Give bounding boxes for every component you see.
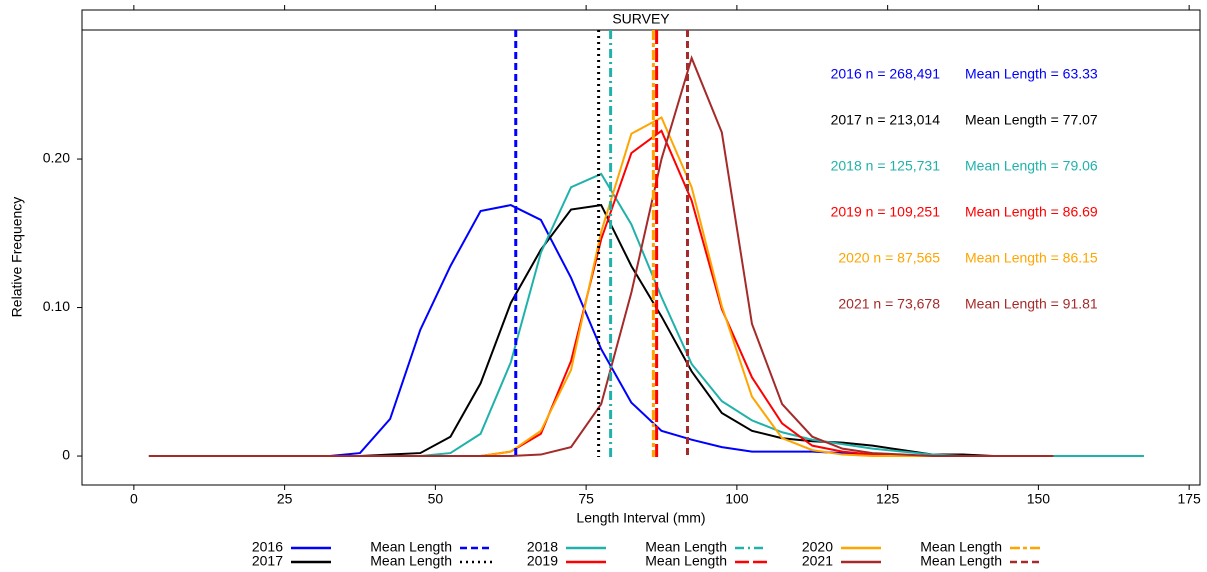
n-annotation: 2018 n = 125,731 <box>831 158 941 174</box>
y-tick-label: 0.10 <box>43 298 70 314</box>
mean-annotation: Mean Length = 63.33 <box>965 66 1098 82</box>
mean-annotation: Mean Length = 86.69 <box>965 204 1098 220</box>
legend-mean-label: Mean Length <box>645 539 727 555</box>
legend-label: 2021 <box>802 553 833 569</box>
legend-mean-label: Mean Length <box>920 553 1002 569</box>
x-tick-label: 0 <box>130 491 138 507</box>
legend-label: 2016 <box>252 539 283 555</box>
x-tick-label: 50 <box>428 491 444 507</box>
x-tick-label: 75 <box>578 491 594 507</box>
y-tick-label: 0.20 <box>43 150 70 166</box>
x-tick-label: 100 <box>725 491 749 507</box>
series-line <box>148 129 1054 458</box>
y-axis-title: Relative Frequency <box>9 197 25 318</box>
x-axis-title: Length Interval (mm) <box>576 510 705 526</box>
legend-label: 2020 <box>802 539 833 555</box>
series-line <box>148 55 1054 458</box>
mean-annotation: Mean Length = 91.81 <box>965 296 1098 312</box>
legend-mean-label: Mean Length <box>370 553 452 569</box>
n-annotation: 2017 n = 213,014 <box>831 112 941 128</box>
n-annotation: 2021 n = 73,678 <box>838 296 940 312</box>
legend-label: 2019 <box>527 553 558 569</box>
strip <box>81 9 1201 31</box>
mean-annotation: Mean Length = 79.06 <box>965 158 1098 174</box>
legend-mean-label: Mean Length <box>645 553 727 569</box>
x-tick-label: 175 <box>1177 491 1201 507</box>
legend-mean-label: Mean Length <box>370 539 452 555</box>
n-annotation: 2020 n = 87,565 <box>838 250 940 266</box>
mean-annotation: Mean Length = 86.15 <box>965 250 1098 266</box>
x-tick-label: 125 <box>876 491 900 507</box>
strip-label: SURVEY <box>612 11 670 27</box>
legend-mean-label: Mean Length <box>920 539 1002 555</box>
legend-label: 2018 <box>527 539 558 555</box>
y-tick-label: 0 <box>62 447 70 463</box>
legend-label: 2017 <box>252 553 283 569</box>
x-tick-label: 25 <box>277 491 293 507</box>
n-annotation: 2016 n = 268,491 <box>831 66 941 82</box>
x-tick-label: 150 <box>1027 491 1051 507</box>
n-annotation: 2019 n = 109,251 <box>831 204 941 220</box>
mean-annotation: Mean Length = 77.07 <box>965 112 1098 128</box>
